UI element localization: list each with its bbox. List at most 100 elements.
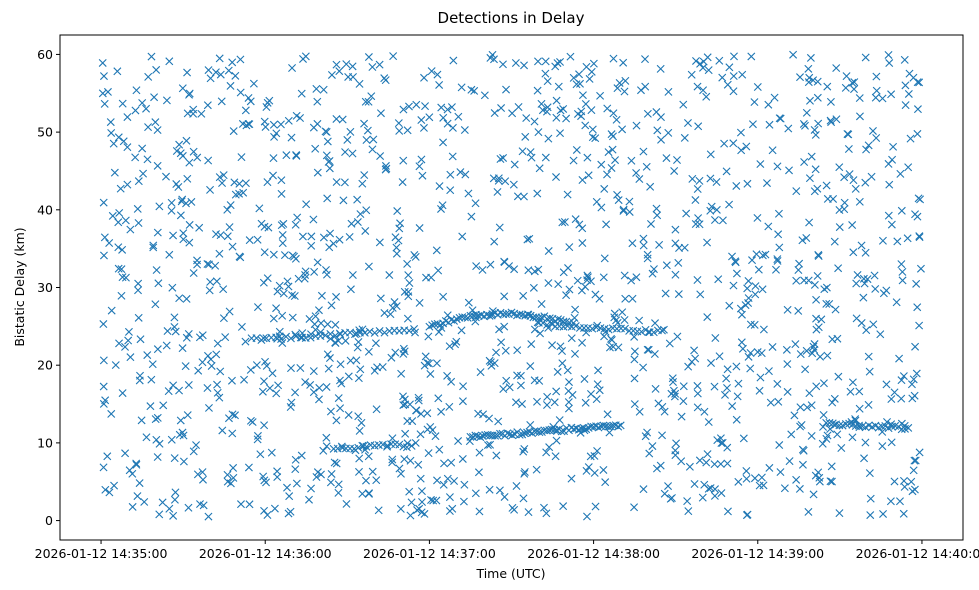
detection-point xyxy=(524,266,533,275)
x-tick-label: 2026-01-12 14:39:00 xyxy=(691,546,824,561)
detection-point xyxy=(311,144,320,153)
detection-point xyxy=(796,403,805,412)
detection-point xyxy=(806,53,815,62)
detection-point xyxy=(478,265,487,274)
detection-point xyxy=(899,372,908,381)
detection-point xyxy=(913,105,922,114)
detection-point xyxy=(744,352,753,361)
detection-point xyxy=(175,294,184,303)
detection-point xyxy=(742,474,751,483)
detection-point xyxy=(607,163,616,172)
detection-point xyxy=(581,398,590,407)
detection-point xyxy=(652,204,661,213)
detection-point xyxy=(307,330,316,339)
detection-point xyxy=(866,511,875,520)
detection-point xyxy=(907,380,916,389)
detection-point xyxy=(882,380,891,389)
detection-point xyxy=(607,334,615,343)
detection-point xyxy=(327,469,336,478)
detection-point xyxy=(846,387,855,396)
detection-point xyxy=(382,164,391,173)
detection-point xyxy=(376,109,385,118)
detection-point xyxy=(99,356,108,365)
detection-point xyxy=(751,282,760,291)
detection-point xyxy=(597,203,606,212)
detection-point xyxy=(142,433,151,442)
detection-point xyxy=(693,185,702,193)
detection-point xyxy=(263,511,272,519)
detection-point xyxy=(604,422,613,431)
detection-point xyxy=(545,314,554,323)
detection-point xyxy=(578,91,587,100)
detection-point xyxy=(670,166,679,175)
detection-point xyxy=(149,243,158,252)
detection-point xyxy=(388,455,397,464)
detection-point xyxy=(275,327,284,336)
detection-point xyxy=(563,366,572,375)
detection-point xyxy=(355,79,364,88)
detection-point xyxy=(495,325,504,334)
detection-point xyxy=(792,475,801,484)
detection-point xyxy=(762,179,771,188)
detection-point xyxy=(671,270,680,279)
detection-point xyxy=(671,239,680,248)
detection-point xyxy=(882,286,891,295)
detection-point xyxy=(536,329,545,338)
detection-point xyxy=(608,145,617,154)
detection-point xyxy=(639,147,648,156)
detection-point xyxy=(837,443,846,452)
detection-point xyxy=(876,330,885,339)
detection-point xyxy=(641,325,650,334)
detection-point xyxy=(489,55,498,64)
y-tick-label: 30 xyxy=(37,280,53,295)
detection-point xyxy=(783,305,792,314)
detection-point xyxy=(814,468,823,477)
detection-point xyxy=(440,459,449,468)
detection-point xyxy=(614,422,623,431)
detection-point xyxy=(312,84,321,93)
detection-point xyxy=(364,53,373,62)
detection-point xyxy=(851,422,860,431)
detection-point xyxy=(98,89,107,98)
detection-point xyxy=(185,89,194,98)
detection-point xyxy=(758,251,767,260)
detection-point xyxy=(358,179,367,188)
detection-point xyxy=(167,435,176,444)
detection-point xyxy=(688,174,697,183)
detection-point xyxy=(852,314,861,323)
detection-point xyxy=(169,231,178,240)
detection-point xyxy=(231,190,240,199)
detection-point xyxy=(213,380,222,389)
detection-point xyxy=(707,359,716,368)
detection-point xyxy=(228,242,237,251)
detection-point xyxy=(814,119,823,128)
detection-point xyxy=(812,382,821,391)
detection-point xyxy=(795,484,804,493)
detection-point xyxy=(732,269,741,278)
detection-point xyxy=(658,326,666,335)
detection-point xyxy=(123,180,132,189)
detection-point xyxy=(428,426,437,435)
detection-point xyxy=(715,352,724,361)
detection-point xyxy=(635,316,644,325)
detection-point xyxy=(770,93,779,102)
detection-point xyxy=(375,60,384,69)
detection-point xyxy=(204,512,213,521)
detection-point xyxy=(860,454,869,463)
detection-point xyxy=(198,358,207,367)
detection-point xyxy=(291,220,300,229)
detection-point xyxy=(153,161,162,170)
detection-point xyxy=(848,78,857,87)
detection-point xyxy=(454,437,463,446)
detection-point xyxy=(848,221,857,230)
detection-point xyxy=(332,416,341,425)
detection-point xyxy=(321,331,330,340)
detection-point xyxy=(371,339,380,348)
detection-point xyxy=(849,176,858,185)
detection-point xyxy=(305,495,313,504)
detection-point xyxy=(143,155,152,164)
detection-point xyxy=(269,154,278,163)
detection-point xyxy=(189,147,198,156)
detection-point xyxy=(152,435,161,444)
